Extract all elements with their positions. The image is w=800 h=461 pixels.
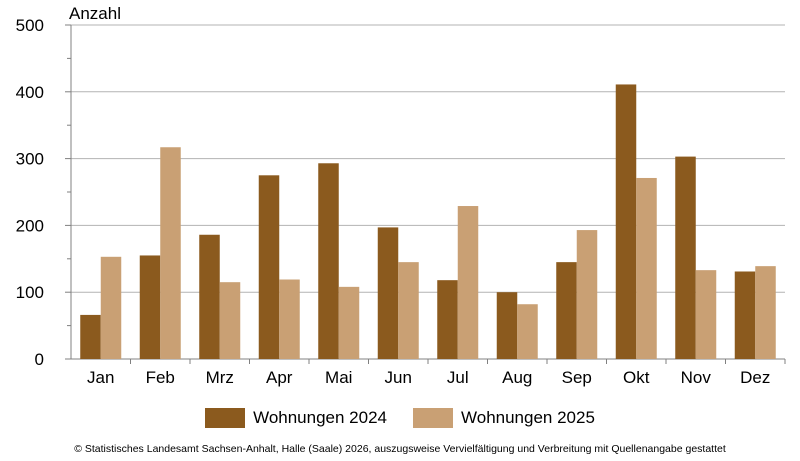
bar-jun-2025 [398,262,419,359]
bar-dez-2025 [755,266,776,359]
bar-jul-2025 [457,206,479,359]
bar-apr-2025 [279,279,300,359]
bar-dez-2024 [734,271,756,359]
bar-mai-2025 [338,286,360,359]
y-unit-label: Anzahl [69,4,121,23]
y-tick-label: 0 [35,350,44,369]
bar-feb-2024 [139,255,161,359]
legend-label-2024: Wohnungen 2024 [253,408,387,427]
bar-feb-2025 [160,147,181,359]
bar-mrz-2025 [219,282,241,359]
bar-nov-2024 [675,156,696,359]
x-tick-label: Jul [447,368,469,387]
bar-sep-2025 [576,230,598,359]
gridlines [71,24,785,293]
legend-item-2024: Wohnungen 2024 [205,408,387,428]
y-tick-label: 200 [16,216,44,235]
legend-label-2025: Wohnungen 2025 [461,408,595,427]
bar-jan-2024 [80,314,101,359]
x-tick-label: Mrz [206,368,234,387]
bar-jun-2024 [377,227,399,359]
x-tick-label: Nov [681,368,712,387]
legend: Wohnungen 2024 Wohnungen 2025 [0,408,800,428]
y-tick-label: 500 [16,16,44,35]
bar-jul-2024 [437,280,458,359]
copyright-footer: © Statistisches Landesamt Sachsen-Anhalt… [74,443,726,455]
legend-item-2025: Wohnungen 2025 [413,408,595,428]
bar-jan-2025 [100,256,122,359]
legend-swatch-2025 [413,408,453,428]
x-tick-label: Jun [385,368,412,387]
x-tick-label: Dez [740,368,770,387]
bar-mrz-2024 [199,234,220,359]
x-tick-label: Okt [623,368,650,387]
bar-aug-2024 [496,292,518,359]
axes [65,24,786,364]
x-tick-label: Apr [266,368,293,387]
y-tick-label: 100 [16,283,44,302]
x-tick-label: Aug [502,368,532,387]
bar-nov-2025 [695,270,717,359]
bar-aug-2025 [517,304,538,359]
bar-okt-2025 [636,177,657,359]
x-tick-label: Mai [325,368,352,387]
legend-swatch-2024 [205,408,246,428]
y-tick-label: 400 [16,83,44,102]
bar-okt-2024 [615,84,637,360]
bar-chart: 0 100 200 300 400 500 Jan Feb Mrz Apr Mai Jun Jul Aug… [16,4,786,387]
bars [80,84,776,360]
x-tick-label: Sep [562,368,592,387]
x-tick-label: Feb [146,368,175,387]
y-tick-label: 300 [16,150,44,169]
bar-sep-2024 [556,262,577,359]
bar-mai-2024 [318,163,339,359]
x-tick-label: Jan [87,368,114,387]
bar-apr-2024 [258,175,280,359]
tick-labels: 0 100 200 300 400 500 Jan Feb Mrz Apr Mai Jun Jul Aug… [16,16,771,387]
